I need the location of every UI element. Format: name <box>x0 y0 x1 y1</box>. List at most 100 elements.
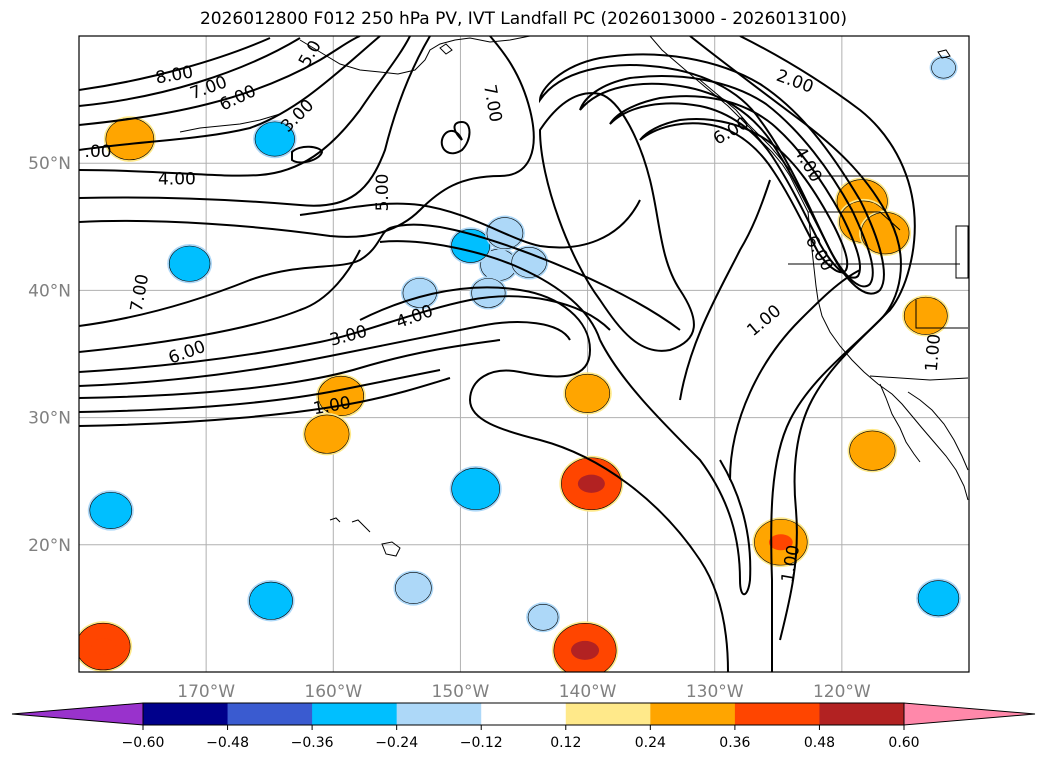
lon-tick-label: 120°W <box>813 682 871 702</box>
contour-line <box>599 339 752 596</box>
contour-line <box>299 199 641 249</box>
pv-contours <box>79 36 916 672</box>
contour-line <box>609 95 862 279</box>
contour-line <box>79 36 431 207</box>
plot-area: 8.007.006.005.03.00.004.00 5.007.002.006.… <box>79 36 969 672</box>
colorbar-extend-min <box>11 702 144 726</box>
ivt-blob-negative <box>167 244 213 284</box>
contour-line <box>538 92 695 352</box>
coast-bc-inner <box>699 79 791 171</box>
contour-label: 5.00 <box>373 174 393 212</box>
lat-tick-label: 30°N <box>28 409 71 429</box>
contour-label: 6.00 <box>166 337 208 369</box>
ivt-blob-positive <box>847 428 898 473</box>
contour-label: 4.00 <box>158 170 196 190</box>
coast-alaska-panhandle <box>649 36 809 213</box>
contour-label: 7.00 <box>479 83 505 124</box>
lon-tick-label: 150°W <box>432 682 490 702</box>
plot-frame <box>78 35 970 673</box>
contour-line <box>79 37 301 107</box>
ivt-blob-positive <box>79 621 133 672</box>
colorbar-tick-label: 0.48 <box>804 735 835 751</box>
contour-line <box>79 339 501 399</box>
colorbar-tick-label: 0.60 <box>888 735 919 751</box>
contour-labels: 8.007.006.005.03.00.004.00 5.007.002.006.… <box>85 37 945 584</box>
colorbar-tick-label: 0.24 <box>635 735 666 751</box>
islands-aleutian <box>179 113 281 133</box>
colorbar-segment <box>734 703 820 725</box>
colorbar-segment <box>143 703 229 725</box>
ivt-blob-positive <box>902 295 950 337</box>
colorbar-segment <box>481 703 567 725</box>
ivt-blob-positive <box>302 412 352 456</box>
contour-label: 3.00 <box>328 322 370 351</box>
contour-line <box>379 240 601 341</box>
ivt-blob-positive <box>551 621 619 672</box>
hawaii-3 <box>381 541 401 557</box>
colorbar: −0.60 −0.48 −0.36 −0.24 −0.12 0.12 0.24 0.36 0.4… <box>11 702 1036 751</box>
contour-line <box>79 36 381 151</box>
contour-line <box>359 286 729 672</box>
contour-label: 7.00 <box>127 273 153 314</box>
border-interior-1 <box>808 211 901 231</box>
hawaii-1 <box>329 517 341 523</box>
colorbar-tick-label: −0.12 <box>460 735 503 751</box>
colorbar-tick-label: −0.24 <box>375 735 418 751</box>
border-interior-4 <box>955 225 969 279</box>
ivt-blob-negative <box>526 602 561 633</box>
colorbar-tick-label: 0.36 <box>719 735 750 751</box>
contour-label: 6.00 <box>710 113 753 149</box>
lat-tick-label: 50°N <box>28 154 71 174</box>
colorbar-tick-label: −0.60 <box>122 735 165 751</box>
contour-line <box>79 223 681 331</box>
ivt-shading <box>79 55 961 672</box>
latitude-labels: 50°N 40°N 30°N 20°N <box>28 154 71 556</box>
colorbar-segment <box>650 703 736 725</box>
lon-tick-label: 130°W <box>686 682 744 702</box>
chart-title: 2026012800 F012 250 hPa PV, IVT Landfall… <box>199 9 847 29</box>
coast-baja <box>879 383 921 463</box>
contour-line <box>79 295 611 373</box>
contour-line <box>79 377 451 427</box>
colorbar-tick-label: −0.48 <box>206 735 249 751</box>
contour-line <box>579 75 874 288</box>
contour-label: 4.00 <box>393 301 435 333</box>
contour-line <box>440 120 471 155</box>
colorbar-segment <box>819 703 905 725</box>
contour-line <box>729 269 861 481</box>
ivt-blob-negative <box>449 466 502 512</box>
contour-label: 2.00 <box>774 66 816 98</box>
contour-line <box>739 36 916 641</box>
lon-tick-label: 160°W <box>304 682 362 702</box>
colorbar-segment <box>227 703 313 725</box>
colorbar-segment <box>396 703 482 725</box>
ivt-blob-positive <box>559 455 624 512</box>
colorbar-tick-label: 0.12 <box>550 735 581 751</box>
longitude-labels: 170°W 160°W 150°W 140°W 130°W 120°W <box>177 682 871 702</box>
border-interior-3 <box>915 300 968 329</box>
contour-line <box>79 36 535 238</box>
contour-line <box>79 249 361 353</box>
lon-tick-label: 140°W <box>559 682 617 702</box>
island-2 <box>937 49 951 59</box>
ivt-blob-negative <box>87 490 134 531</box>
contour-line <box>79 36 411 177</box>
lon-tick-label: 170°W <box>177 682 235 702</box>
colorbar-extend-max <box>903 702 1036 726</box>
ivt-blob-negative <box>509 245 549 280</box>
hawaii-2 <box>351 519 371 533</box>
contour-label: .00 <box>85 142 112 162</box>
contour-line <box>79 36 361 126</box>
contour-line <box>291 145 324 164</box>
contour-line <box>679 179 771 401</box>
colorbar-frame <box>142 702 905 726</box>
ivt-blob-positive <box>103 116 156 162</box>
contour-line <box>639 118 849 274</box>
coast-us-west <box>807 211 969 501</box>
ivt-blob-negative <box>252 119 297 159</box>
gridlines <box>79 36 969 672</box>
contour-label: 1.00 <box>743 301 785 341</box>
ivt-blob-negative <box>247 580 295 622</box>
contour-line <box>79 369 441 413</box>
colorbar-tick-label: −0.36 <box>291 735 334 751</box>
